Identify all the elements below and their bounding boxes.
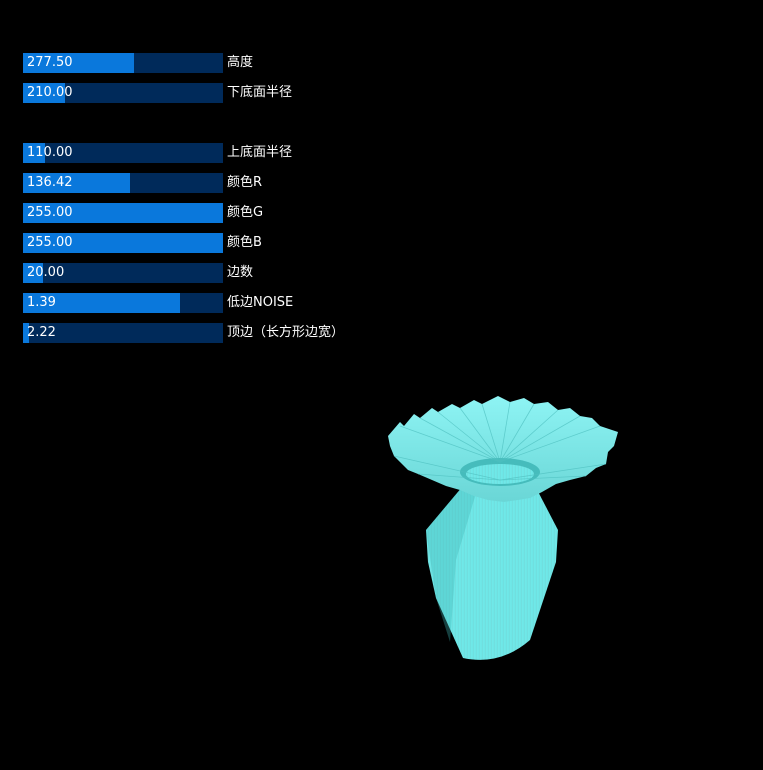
slider-label: 高度	[227, 55, 254, 70]
slider-track[interactable]: 210.00	[23, 83, 223, 103]
slider-top-edge-width[interactable]: 2.22 顶边（长方形边宽）	[23, 323, 344, 343]
slider-fill	[23, 293, 180, 313]
vase-rim-flutes	[393, 401, 607, 481]
slider-fill	[23, 83, 65, 103]
slider-value: 255.00	[27, 205, 73, 220]
slider-color-b[interactable]: 255.00 颜色B	[23, 233, 262, 253]
slider-sides[interactable]: 20.00 边数	[23, 263, 253, 283]
slider-value: 277.50	[27, 55, 73, 70]
vase-upper-body	[426, 480, 558, 562]
slider-bottom-noise[interactable]: 1.39 低边NOISE	[23, 293, 293, 313]
slider-fill	[23, 203, 223, 223]
slider-label: 上底面半径	[227, 145, 293, 160]
slider-fill	[23, 233, 223, 253]
vase-lower-body	[428, 562, 556, 660]
slider-label: 顶边（长方形边宽）	[227, 325, 345, 340]
vase-3d-model-icon[interactable]	[370, 380, 640, 680]
slider-track[interactable]: 277.50	[23, 53, 223, 73]
vase-flared-rim	[388, 396, 618, 502]
slider-fill	[23, 53, 134, 73]
slider-fill	[23, 143, 45, 163]
slider-value: 110.00	[27, 145, 73, 160]
slider-track[interactable]: 110.00	[23, 143, 223, 163]
slider-color-r[interactable]: 136.42 颜色R	[23, 173, 262, 193]
vase-body-shade	[426, 480, 480, 642]
slider-value: 136.42	[27, 175, 73, 190]
slider-fill	[23, 173, 130, 193]
slider-label: 颜色R	[227, 175, 263, 190]
slider-fill	[23, 263, 43, 283]
slider-color-g[interactable]: 255.00 颜色G	[23, 203, 263, 223]
slider-track[interactable]: 255.00	[23, 233, 223, 253]
slider-bottom-radius[interactable]: 210.00 下底面半径	[23, 83, 292, 103]
slider-value: 1.39	[27, 295, 56, 310]
slider-label: 低边NOISE	[227, 295, 294, 310]
slider-track[interactable]: 255.00	[23, 203, 223, 223]
slider-label: 边数	[227, 265, 254, 280]
slider-label: 颜色G	[227, 205, 264, 220]
slider-top-radius[interactable]: 110.00 上底面半径	[23, 143, 292, 163]
slider-track[interactable]: 136.42	[23, 173, 223, 193]
slider-height[interactable]: 277.50 高度	[23, 53, 253, 73]
slider-track[interactable]: 20.00	[23, 263, 223, 283]
slider-fill	[23, 323, 29, 343]
slider-value: 2.22	[27, 325, 56, 340]
slider-label: 下底面半径	[227, 85, 293, 100]
slider-value: 20.00	[27, 265, 65, 280]
slider-value: 255.00	[27, 235, 73, 250]
slider-value: 210.00	[27, 85, 73, 100]
slider-track[interactable]: 2.22	[23, 323, 223, 343]
slider-label: 颜色B	[227, 235, 262, 250]
slider-track[interactable]: 1.39	[23, 293, 223, 313]
